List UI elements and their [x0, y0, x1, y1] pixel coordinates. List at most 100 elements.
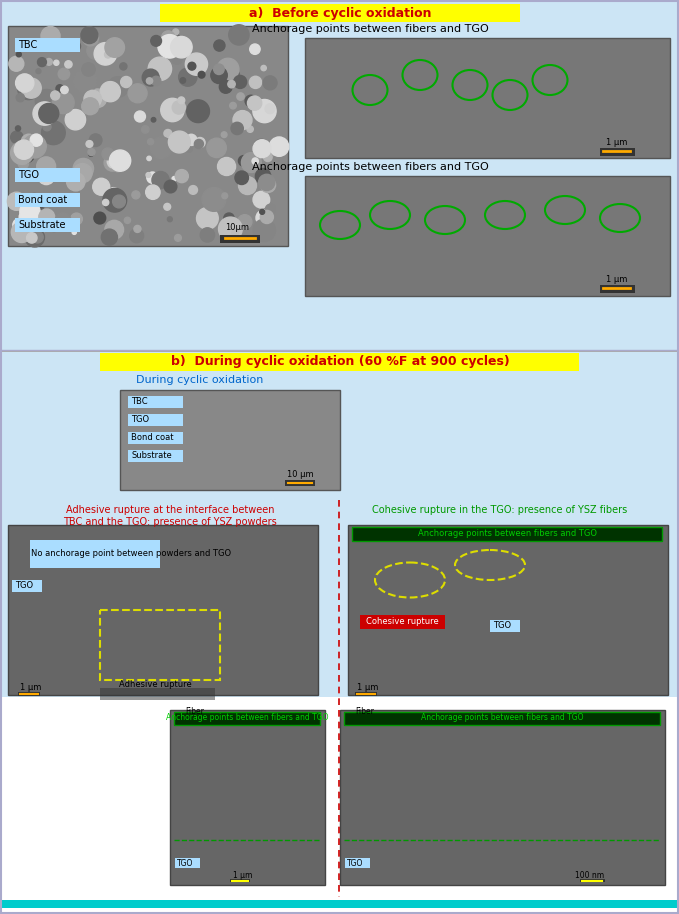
- Text: 1 μm: 1 μm: [234, 871, 253, 880]
- Circle shape: [128, 84, 147, 102]
- Circle shape: [19, 210, 34, 225]
- Circle shape: [94, 43, 117, 65]
- Bar: [2, 352, 677, 697]
- Text: Anchorage points between fibers and TGO: Anchorage points between fibers and TGO: [252, 24, 488, 34]
- Circle shape: [58, 69, 70, 80]
- Bar: [128, 396, 183, 408]
- Circle shape: [178, 97, 185, 103]
- Circle shape: [200, 228, 215, 242]
- Circle shape: [219, 217, 242, 240]
- Circle shape: [181, 44, 189, 51]
- Circle shape: [25, 194, 43, 212]
- Text: During cyclic oxidation: During cyclic oxidation: [136, 375, 263, 385]
- Bar: [100, 610, 220, 680]
- Circle shape: [235, 171, 249, 185]
- Circle shape: [35, 212, 50, 227]
- Circle shape: [72, 230, 76, 234]
- Circle shape: [105, 37, 124, 58]
- Bar: [340, 710, 665, 885]
- Circle shape: [151, 36, 162, 47]
- Bar: [490, 620, 520, 632]
- Bar: [15, 168, 80, 182]
- Circle shape: [194, 140, 204, 148]
- Circle shape: [45, 132, 50, 136]
- Circle shape: [263, 153, 272, 162]
- Circle shape: [188, 62, 196, 70]
- Text: Fiber: Fiber: [355, 707, 374, 716]
- Bar: [600, 285, 635, 293]
- Circle shape: [71, 213, 82, 225]
- Circle shape: [164, 180, 177, 193]
- Bar: [352, 527, 662, 541]
- Circle shape: [247, 96, 261, 111]
- Circle shape: [164, 32, 180, 48]
- Circle shape: [124, 218, 130, 223]
- Circle shape: [101, 229, 117, 245]
- Circle shape: [32, 231, 43, 243]
- Bar: [580, 879, 605, 882]
- Text: 1 μm: 1 μm: [20, 683, 41, 692]
- Circle shape: [41, 27, 60, 46]
- Bar: [15, 218, 80, 232]
- Circle shape: [12, 222, 32, 242]
- Circle shape: [100, 81, 120, 101]
- Circle shape: [11, 142, 33, 165]
- Bar: [170, 710, 325, 885]
- Text: 100 nm: 100 nm: [575, 871, 604, 880]
- Circle shape: [67, 173, 85, 191]
- Circle shape: [64, 41, 70, 48]
- Bar: [230, 879, 250, 882]
- Circle shape: [261, 177, 276, 193]
- Circle shape: [232, 70, 240, 79]
- Circle shape: [234, 76, 246, 89]
- Circle shape: [265, 204, 275, 214]
- Text: TGO: TGO: [177, 858, 194, 867]
- Circle shape: [242, 153, 261, 173]
- Circle shape: [90, 133, 102, 146]
- Circle shape: [36, 69, 41, 74]
- Circle shape: [16, 52, 21, 57]
- Text: 10μm: 10μm: [225, 223, 249, 232]
- Text: TGO: TGO: [347, 858, 363, 867]
- Text: Bond coat: Bond coat: [131, 433, 174, 442]
- Bar: [305, 38, 670, 158]
- Circle shape: [43, 122, 51, 131]
- Circle shape: [23, 134, 46, 158]
- Circle shape: [146, 173, 151, 177]
- Circle shape: [224, 213, 234, 223]
- Circle shape: [250, 44, 260, 54]
- Circle shape: [172, 176, 177, 181]
- Text: Anchorage points between fibers and TGO: Anchorage points between fibers and TGO: [166, 714, 328, 722]
- Circle shape: [16, 93, 24, 101]
- Circle shape: [187, 100, 209, 122]
- Circle shape: [17, 145, 35, 163]
- Bar: [100, 353, 579, 371]
- Circle shape: [270, 137, 289, 156]
- Circle shape: [238, 155, 249, 166]
- Circle shape: [87, 42, 105, 59]
- Text: 1 μm: 1 μm: [606, 138, 627, 147]
- Circle shape: [185, 53, 208, 75]
- Circle shape: [214, 40, 225, 51]
- Circle shape: [217, 58, 239, 80]
- Bar: [15, 193, 80, 207]
- Circle shape: [16, 74, 34, 92]
- Circle shape: [89, 152, 93, 156]
- Circle shape: [37, 58, 46, 67]
- Bar: [175, 858, 200, 868]
- Text: TGO: TGO: [15, 581, 33, 590]
- Circle shape: [151, 118, 155, 122]
- Circle shape: [16, 126, 20, 131]
- Circle shape: [249, 157, 259, 168]
- Circle shape: [21, 78, 41, 98]
- Circle shape: [245, 95, 257, 107]
- Circle shape: [162, 31, 175, 44]
- Circle shape: [175, 235, 181, 241]
- Circle shape: [11, 131, 23, 143]
- Circle shape: [120, 63, 127, 70]
- Text: 1 μm: 1 μm: [357, 683, 378, 692]
- Circle shape: [207, 138, 226, 157]
- Circle shape: [45, 58, 52, 65]
- Circle shape: [60, 86, 68, 93]
- Circle shape: [146, 185, 160, 199]
